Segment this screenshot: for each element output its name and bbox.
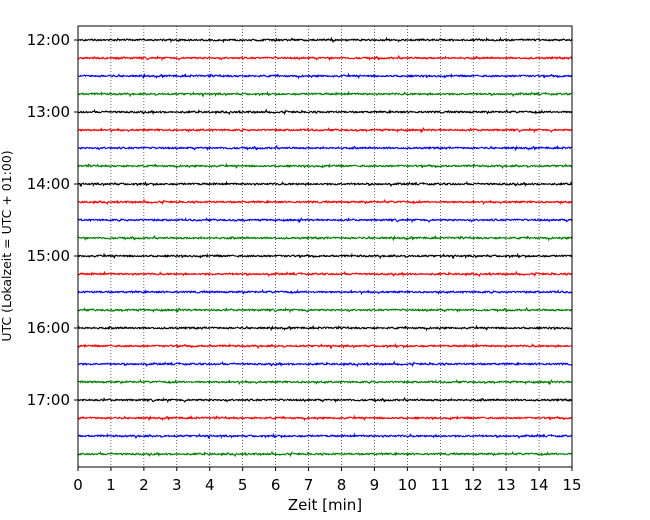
trace-row-16 <box>77 324 573 332</box>
trace-row-21 <box>77 414 573 422</box>
x-tick-label-6: 6 <box>271 476 281 494</box>
x-tick-label-8: 8 <box>337 476 347 494</box>
trace-row-11 <box>77 234 573 242</box>
x-tick-label-0: 0 <box>73 476 83 494</box>
x-tick-label-3: 3 <box>172 476 182 494</box>
x-axis-label: Zeit [min] <box>288 496 362 514</box>
trace-layer <box>77 36 573 458</box>
trace-row-23 <box>77 450 573 458</box>
trace-row-7 <box>77 162 573 170</box>
x-tick-label-9: 9 <box>370 476 380 494</box>
x-axis-ticks: 0 1 2 3 4 5 6 7 8 9 10 11 12 13 14 15 <box>73 467 582 494</box>
x-tick-label-4: 4 <box>205 476 215 494</box>
trace-row-5 <box>77 126 573 134</box>
y-axis-label: UTC (Lokalzeit = UTC + 01:00) <box>0 150 14 341</box>
x-tick-label-15: 15 <box>562 476 581 494</box>
trace-row-13 <box>77 270 573 278</box>
trace-row-9 <box>77 198 573 206</box>
x-tick-label-5: 5 <box>238 476 248 494</box>
x-tick-label-1: 1 <box>106 476 116 494</box>
x-tick-label-14: 14 <box>530 476 549 494</box>
y-axis-ticks: 12:00 13:00 14:00 15:00 16:00 17:00 <box>27 31 78 409</box>
trace-row-8 <box>77 180 573 188</box>
trace-row-1 <box>77 54 573 62</box>
trace-row-18 <box>77 360 573 368</box>
plot-frame <box>77 25 573 468</box>
trace-row-17 <box>77 342 573 350</box>
trace-row-22 <box>77 432 573 440</box>
y-tick-label-2: 14:00 <box>27 175 70 193</box>
x-tick-label-13: 13 <box>497 476 516 494</box>
trace-row-20 <box>77 396 573 404</box>
trace-row-19 <box>77 378 573 386</box>
trace-row-14 <box>77 288 573 296</box>
x-tick-label-12: 12 <box>464 476 483 494</box>
y-tick-label-1: 13:00 <box>27 103 70 121</box>
trace-row-3 <box>77 90 573 98</box>
x-tick-label-10: 10 <box>398 476 417 494</box>
y-tick-label-3: 15:00 <box>27 247 70 265</box>
y-tick-label-4: 16:00 <box>27 319 70 337</box>
plot-background <box>78 26 572 467</box>
trace-row-15 <box>77 306 573 314</box>
trace-row-4 <box>77 108 573 116</box>
x-tick-label-11: 11 <box>431 476 450 494</box>
x-tick-label-2: 2 <box>139 476 149 494</box>
trace-row-6 <box>77 144 573 152</box>
trace-row-2 <box>77 72 573 80</box>
y-tick-label-0: 12:00 <box>27 31 70 49</box>
x-tick-label-7: 7 <box>304 476 314 494</box>
trace-row-10 <box>77 216 573 224</box>
trace-row-0 <box>77 36 573 44</box>
y-tick-label-5: 17:00 <box>27 391 70 409</box>
trace-row-12 <box>77 252 573 260</box>
